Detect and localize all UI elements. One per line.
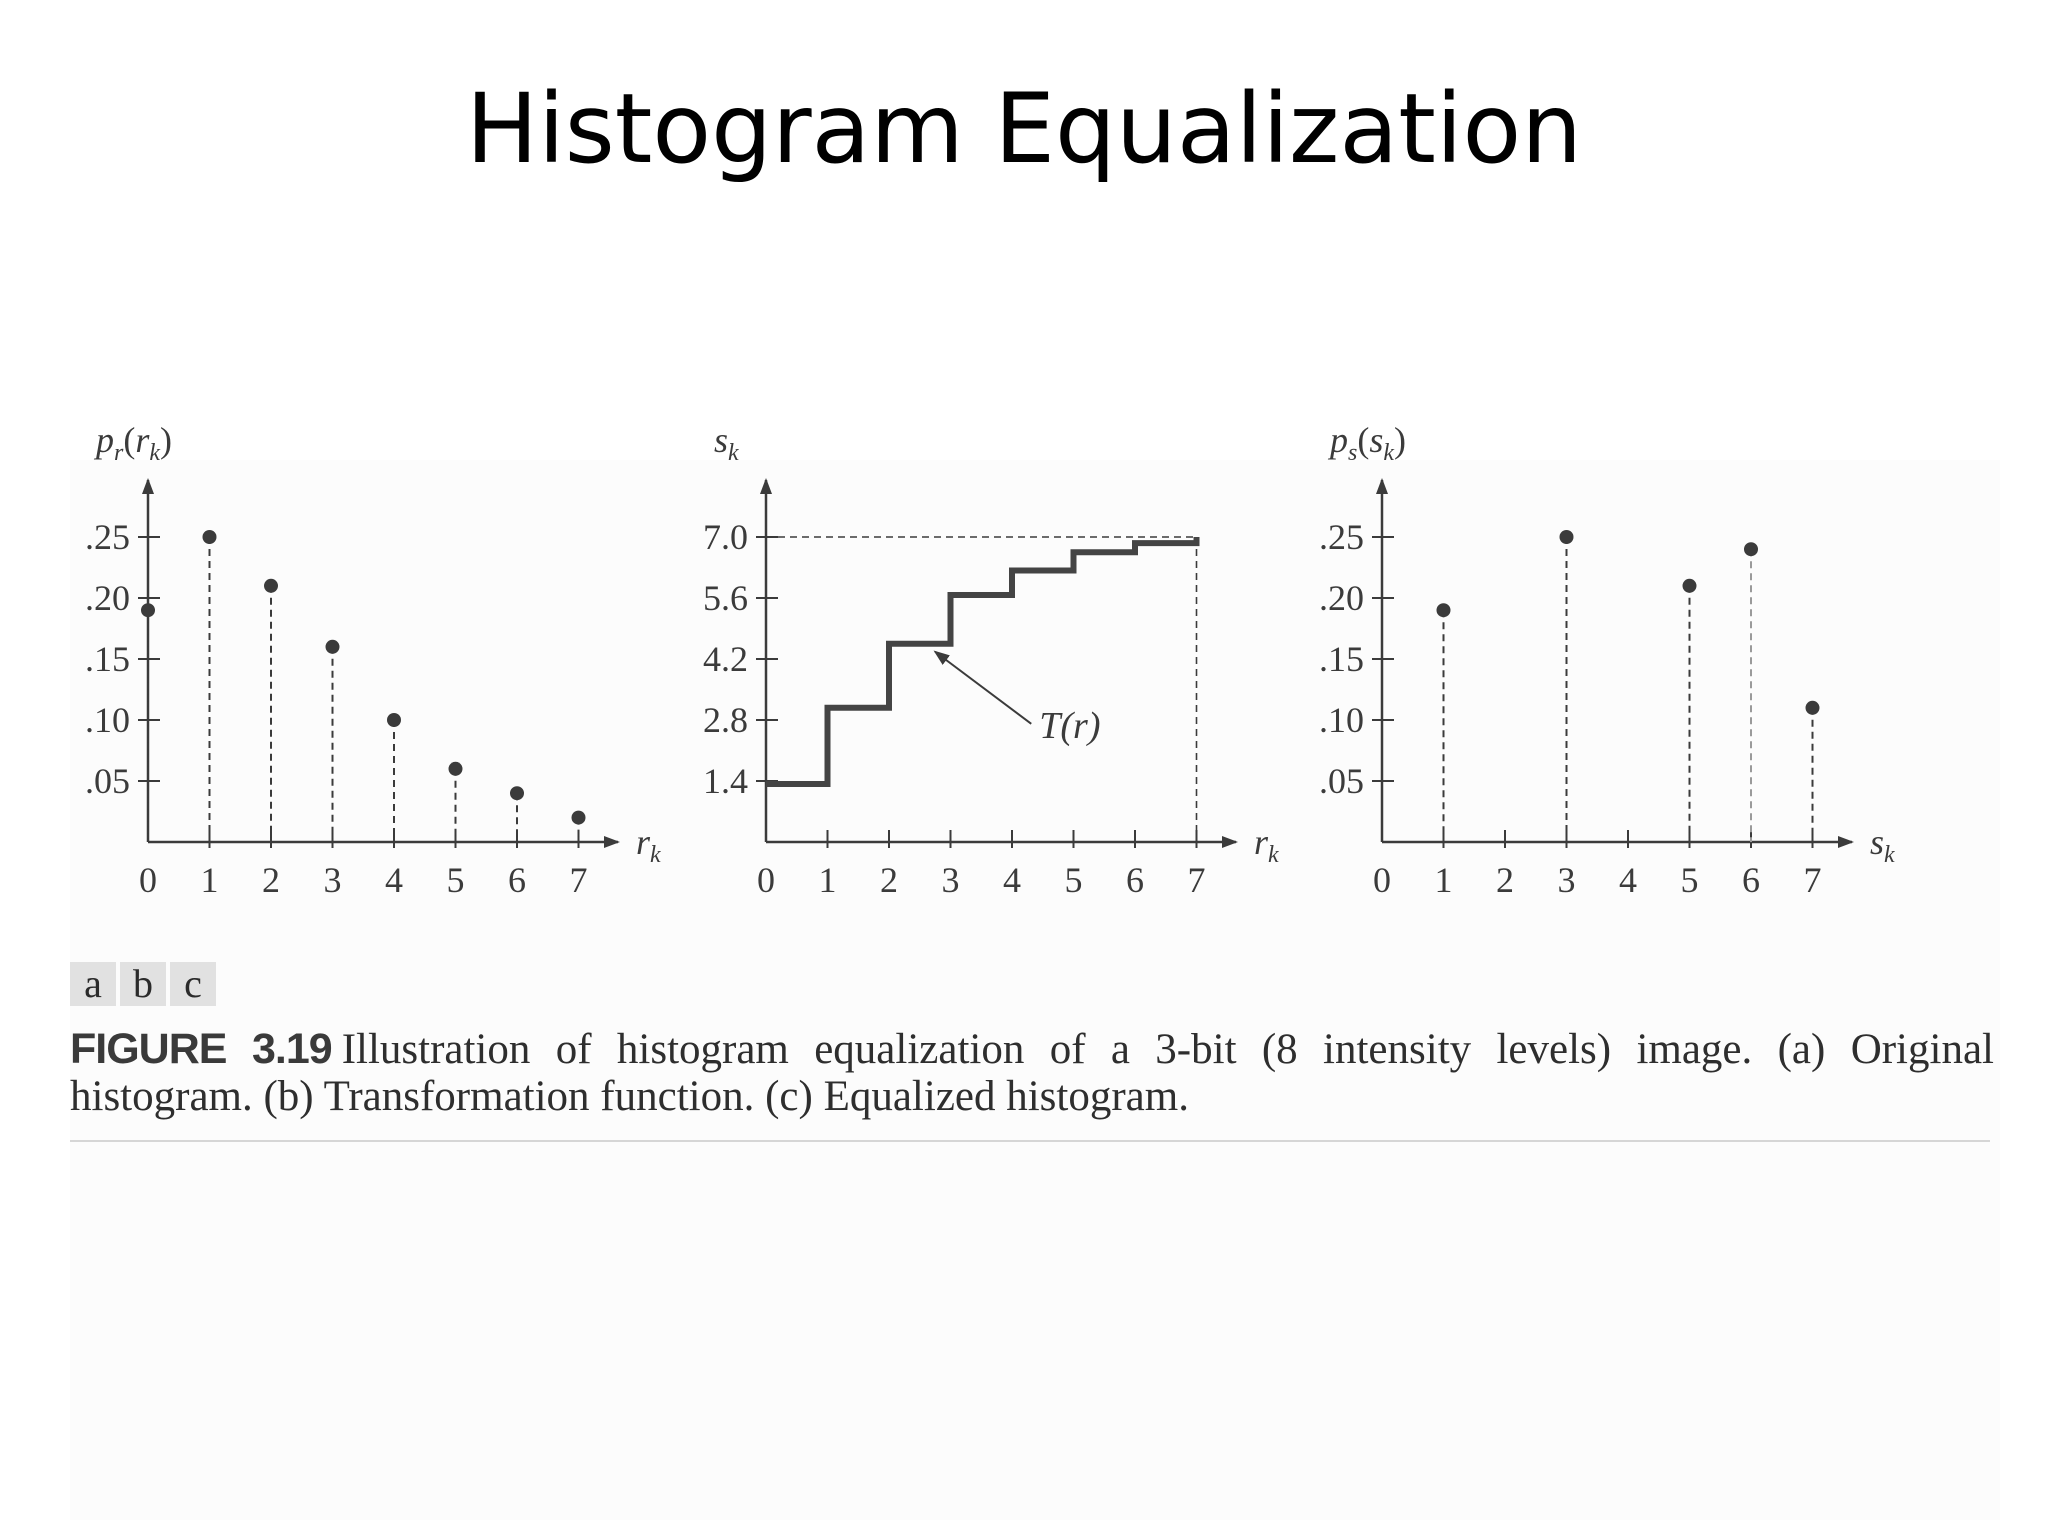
x-tick-label: 6 <box>1742 860 1760 900</box>
x-tick-label: 4 <box>385 860 403 900</box>
figure-area <box>70 460 2000 1520</box>
step-line <box>766 537 1200 788</box>
y-tick-label: .05 <box>1319 761 1364 801</box>
x-tick-label: 4 <box>1619 860 1637 900</box>
y-tick-label: 1.4 <box>703 761 748 801</box>
data-point <box>1436 603 1451 618</box>
x-tick-label: 2 <box>262 860 280 900</box>
x-tick-label: 6 <box>508 860 526 900</box>
x-tick-label: 5 <box>1681 860 1699 900</box>
x-tick-label: 0 <box>1373 860 1391 900</box>
y-tick-label: .25 <box>85 517 130 557</box>
x-axis-label: sk <box>1870 822 1895 868</box>
data-point <box>1805 700 1820 715</box>
x-tick-label: 6 <box>1126 860 1144 900</box>
figure-caption: FIGURE 3.19 Illustration of histogram equ… <box>70 1025 1994 1121</box>
data-point <box>264 578 278 593</box>
y-tick-label: 4.2 <box>703 639 748 679</box>
annotation-label: T(r) <box>1039 705 1100 747</box>
data-point <box>1682 578 1697 593</box>
x-tick-label: 1 <box>1435 860 1453 900</box>
panel-letter-b: b <box>120 962 166 1006</box>
data-point <box>448 761 463 776</box>
data-point <box>1744 542 1758 557</box>
x-axis-label: rk <box>636 822 661 868</box>
y-tick-label: 7.0 <box>703 517 748 557</box>
x-tick-label: 7 <box>1188 860 1206 900</box>
x-tick-label: 2 <box>880 860 898 900</box>
y-axis-label: ps(sk) <box>1327 420 1406 466</box>
y-tick-label: .15 <box>85 639 130 679</box>
chart-original-histogram: .05 .10 .15 .20 .25 0 1 2 3 4 5 6 7 rk pr(rk) <box>85 420 661 900</box>
x-tick-label: 2 <box>1496 860 1514 900</box>
annotation-arrow <box>933 650 1032 725</box>
data-point <box>325 639 340 654</box>
data-point <box>141 603 155 618</box>
y-tick-label: 5.6 <box>703 578 748 618</box>
x-tick-label: 7 <box>1804 860 1822 900</box>
chart-equalized-histogram: .05 .10 .15 .20 .25 0 1 2 3 4 5 6 7 sk ps(sk) <box>1319 420 1895 900</box>
data-point <box>571 810 586 825</box>
slide-title: Histogram Equalization <box>465 73 1583 185</box>
panel-letters: a b c <box>70 962 220 1006</box>
y-tick-label: .10 <box>85 700 130 740</box>
data-point <box>510 786 524 801</box>
y-axis-label: sk <box>714 420 739 466</box>
x-tick-label: 1 <box>201 860 219 900</box>
x-tick-label: 1 <box>819 860 837 900</box>
y-tick-label: 2.8 <box>703 700 748 740</box>
x-tick-label: 7 <box>570 860 588 900</box>
x-tick-label: 3 <box>942 860 960 900</box>
y-axis-label: pr(rk) <box>93 420 172 466</box>
data-point <box>202 530 217 544</box>
x-tick-label: 0 <box>139 860 157 900</box>
x-tick-label: 3 <box>1558 860 1576 900</box>
chart-transformation-function: 1.4 2.8 4.2 5.6 7.0 0 1 2 3 4 5 6 7 rk sk T(r) <box>703 420 1279 900</box>
y-tick-label: .15 <box>1319 639 1364 679</box>
panel-letter-a: a <box>70 962 116 1006</box>
y-tick-label: .20 <box>85 578 130 618</box>
x-tick-label: 4 <box>1003 860 1021 900</box>
x-tick-label: 5 <box>447 860 465 900</box>
x-tick-label: 3 <box>324 860 342 900</box>
data-point <box>387 713 401 727</box>
panel-letter-c: c <box>170 962 216 1006</box>
caption-label: FIGURE 3.19 <box>70 1025 333 1073</box>
caption-text: Illustration of histogram equalization o… <box>70 1026 1994 1120</box>
x-axis-label: rk <box>1254 822 1279 868</box>
caption-divider <box>70 1140 1990 1142</box>
y-tick-label: .05 <box>85 761 130 801</box>
x-tick-label: 5 <box>1065 860 1083 900</box>
y-tick-label: .20 <box>1319 578 1364 618</box>
y-tick-label: .25 <box>1319 517 1364 557</box>
y-tick-label: .10 <box>1319 700 1364 740</box>
x-tick-label: 0 <box>757 860 775 900</box>
data-point <box>1559 530 1574 544</box>
